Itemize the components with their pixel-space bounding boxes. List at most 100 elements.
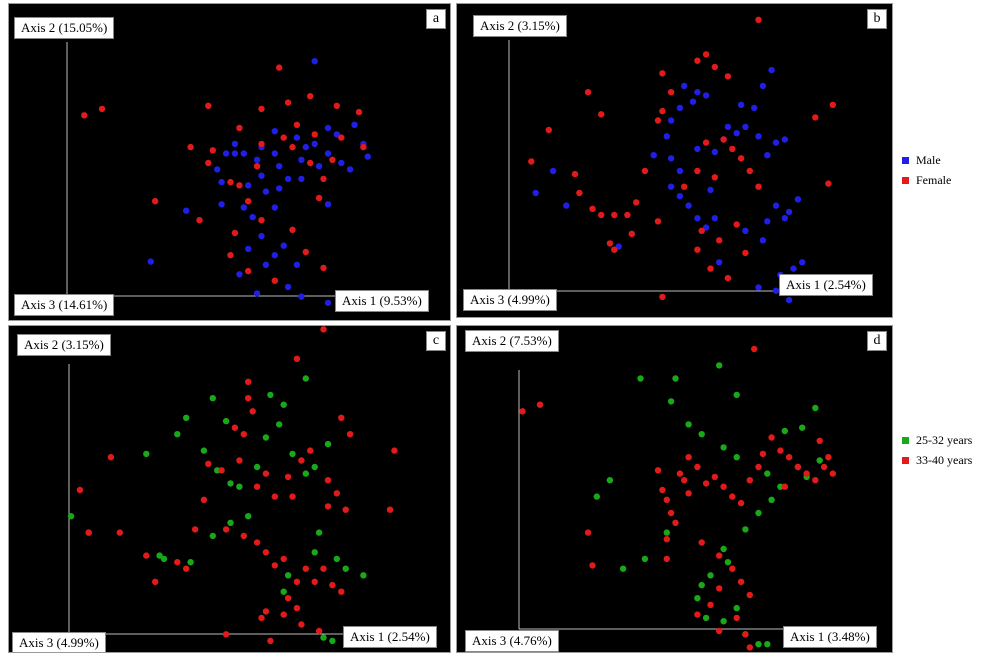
legend-label-male: Male	[916, 152, 941, 167]
point-female	[659, 107, 666, 115]
point-female	[253, 163, 261, 170]
point-33-40-years	[289, 493, 296, 500]
point-25-32-years	[641, 555, 649, 563]
point-male	[676, 104, 684, 112]
legend-item-female: Female	[902, 170, 951, 190]
panel-c: c Axis 2 (3.15%) Axis 3 (4.99%) Axis 1 (…	[8, 325, 451, 653]
point-male	[755, 284, 762, 291]
point-male	[293, 134, 301, 141]
point-33-40-years	[302, 565, 309, 572]
point-male	[799, 259, 806, 266]
point-33-40-years	[663, 536, 670, 543]
point-female	[681, 183, 688, 190]
point-25-32-years	[685, 421, 692, 428]
point-male	[147, 258, 154, 265]
point-25-32-years	[289, 450, 296, 458]
point-female	[702, 51, 710, 58]
point-male	[293, 261, 301, 268]
point-female	[258, 105, 265, 113]
point-male	[676, 167, 684, 175]
point-male	[751, 104, 758, 112]
point-25-32-years	[667, 398, 675, 405]
point-33-40-years	[737, 499, 745, 507]
panel-letter-a: a	[426, 9, 446, 29]
point-female	[667, 89, 675, 96]
point-33-40-years	[536, 401, 544, 408]
point-33-40-years	[746, 591, 753, 599]
point-female	[716, 237, 723, 244]
point-male	[271, 252, 278, 259]
point-33-40-years	[707, 601, 714, 608]
point-male	[218, 201, 225, 208]
point-female	[258, 217, 265, 224]
point-male	[768, 66, 775, 74]
point-33-40-years	[785, 454, 793, 461]
point-33-40-years	[231, 424, 239, 431]
axis3-label-d: Axis 3 (4.76%)	[465, 630, 559, 652]
point-male	[231, 150, 239, 157]
point-33-40-years	[716, 585, 723, 592]
point-male	[694, 89, 701, 96]
point-25-32-years	[781, 427, 788, 435]
point-25-32-years	[755, 641, 762, 648]
point-33-40-years	[746, 644, 753, 651]
point-female	[311, 131, 318, 138]
point-25-32-years	[707, 572, 714, 579]
point-25-32-years	[816, 457, 823, 464]
point-female	[694, 246, 701, 253]
point-33-40-years	[746, 477, 753, 484]
point-25-32-years	[324, 440, 332, 448]
point-33-40-years	[751, 345, 758, 353]
point-25-32-years	[333, 555, 340, 563]
point-33-40-years	[262, 549, 270, 556]
point-female	[571, 170, 579, 178]
point-33-40-years	[324, 503, 332, 510]
point-33-40-years	[663, 496, 670, 503]
point-female	[733, 221, 740, 228]
point-25-32-years	[606, 477, 614, 484]
point-25-32-years	[698, 431, 705, 438]
point-25-32-years	[253, 463, 261, 471]
point-male	[733, 130, 740, 137]
point-33-40-years	[258, 614, 265, 622]
point-male	[249, 213, 256, 221]
point-25-32-years	[742, 526, 749, 533]
point-33-40-years	[280, 611, 287, 618]
point-female	[755, 16, 762, 23]
point-male	[772, 139, 780, 146]
point-female	[659, 293, 666, 301]
point-female	[698, 227, 705, 234]
point-25-32-years	[329, 637, 336, 645]
point-male	[711, 215, 718, 222]
legend-swatch-old	[902, 456, 909, 464]
point-33-40-years	[245, 395, 252, 402]
point-25-32-years	[187, 559, 194, 566]
point-25-32-years	[156, 552, 163, 559]
point-female	[289, 143, 296, 151]
point-33-40-years	[218, 467, 225, 474]
point-25-32-years	[694, 595, 701, 602]
point-33-40-years	[346, 431, 354, 438]
point-33-40-years	[816, 437, 823, 444]
point-male	[364, 153, 371, 160]
point-male	[794, 196, 802, 203]
point-female	[724, 73, 732, 80]
point-25-32-years	[663, 529, 670, 536]
legend-age: 25-32 years 33-40 years	[902, 430, 972, 470]
point-33-40-years	[205, 460, 212, 467]
point-33-40-years	[293, 578, 301, 585]
axis2-label-b: Axis 2 (3.15%)	[473, 15, 567, 37]
point-male	[253, 156, 261, 163]
legend-swatch-young	[902, 436, 909, 444]
point-25-32-years	[320, 634, 327, 641]
point-male	[311, 58, 318, 65]
point-33-40-years	[663, 555, 670, 563]
point-female	[152, 198, 159, 205]
point-25-32-years	[222, 417, 230, 425]
point-male	[298, 156, 305, 163]
point-female	[284, 99, 292, 106]
point-male	[781, 215, 788, 222]
point-female	[825, 180, 832, 187]
point-female	[641, 167, 649, 175]
axis2-label-d: Axis 2 (7.53%)	[465, 330, 559, 352]
